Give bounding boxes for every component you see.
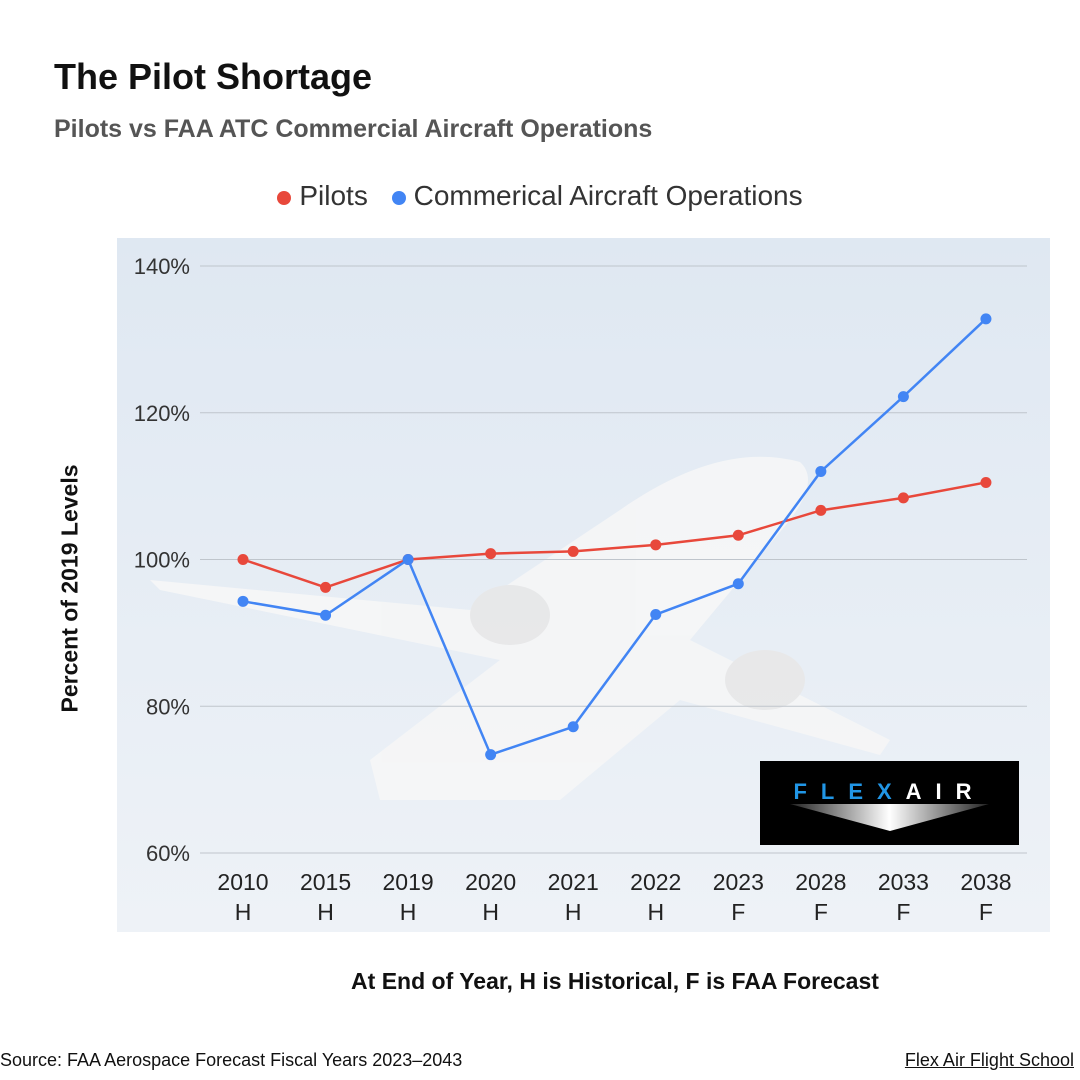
x-tick-label: 2023 — [713, 869, 764, 895]
x-tick-label: 2022 — [630, 869, 681, 895]
x-tick-label: 2028 — [795, 869, 846, 895]
legend-item-pilots: Pilots — [277, 180, 368, 211]
y-tick-label: 60% — [146, 841, 190, 866]
x-tick-label: 2033 — [878, 869, 929, 895]
x-tick-label: 2019 — [383, 869, 434, 895]
x-tick-label: 2020 — [465, 869, 516, 895]
data-point-1 — [237, 595, 249, 607]
x-tick-sublabel: H — [235, 899, 252, 925]
y-axis-label: Percent of 2019 Levels — [56, 464, 83, 713]
x-tick-sublabel: F — [896, 899, 910, 925]
source-note: Source: FAA Aerospace Forecast Fiscal Ye… — [0, 1050, 463, 1070]
chart-title: The Pilot Shortage — [54, 56, 373, 97]
data-point-0 — [815, 504, 827, 516]
data-point-0 — [897, 492, 909, 504]
data-point-0 — [320, 581, 332, 593]
x-tick-sublabel: H — [565, 899, 582, 925]
y-tick-label: 120% — [134, 401, 190, 426]
data-point-1 — [980, 313, 992, 325]
legend: Pilots Commerical Aircraft Operations — [0, 180, 1080, 212]
logo-text-flex: FLEX — [793, 779, 906, 804]
legend-item-operations: Commerical Aircraft Operations — [391, 180, 803, 211]
x-tick-label: 2038 — [960, 869, 1011, 895]
data-point-1 — [567, 721, 579, 733]
data-point-0 — [237, 554, 249, 565]
data-point-0 — [650, 539, 662, 551]
x-tick-sublabel: H — [317, 899, 334, 925]
x-tick-label: 2015 — [300, 869, 351, 895]
series-line-1 — [242, 317, 987, 757]
credit-link[interactable]: Flex Air Flight School — [904, 1050, 1074, 1070]
airplane-silhouette — [150, 456, 890, 800]
chart-subtitle: Pilots vs FAA ATC Commercial Aircraft Op… — [54, 115, 653, 143]
x-tick-label: 2010 — [217, 869, 268, 895]
data-point-0 — [980, 476, 992, 488]
data-point-1 — [732, 578, 744, 590]
x-tick-label: 2021 — [548, 869, 599, 895]
x-tick-sublabel: F — [731, 899, 745, 925]
data-point-1 — [402, 554, 414, 565]
data-point-0 — [567, 545, 579, 557]
data-point-1 — [815, 465, 827, 477]
legend-marker-pilots — [277, 190, 292, 205]
data-point-0 — [485, 548, 497, 560]
y-tick-label: 100% — [134, 548, 190, 573]
logo-text-air: AIR — [905, 779, 986, 804]
x-axis-label: At End of Year, H is Historical, F is FA… — [351, 968, 879, 994]
y-tick-label: 140% — [134, 254, 190, 279]
series-line-0 — [242, 481, 987, 589]
data-point-1 — [897, 391, 909, 403]
legend-label: Pilots — [299, 180, 368, 211]
x-tick-sublabel: H — [647, 899, 664, 925]
flexair-logo: FLEXAIR — [760, 761, 1019, 845]
x-tick-sublabel: H — [400, 899, 417, 925]
data-point-0 — [732, 529, 744, 541]
data-point-1 — [650, 609, 662, 621]
logo-chevron — [790, 804, 989, 831]
x-tick-sublabel: F — [979, 899, 993, 925]
legend-label: Commerical Aircraft Operations — [413, 180, 803, 211]
x-tick-sublabel: F — [814, 899, 828, 925]
data-point-1 — [485, 749, 497, 761]
y-tick-label: 80% — [146, 694, 190, 719]
x-tick-sublabel: H — [482, 899, 499, 925]
legend-marker-operations — [391, 190, 406, 205]
data-point-1 — [320, 609, 332, 621]
